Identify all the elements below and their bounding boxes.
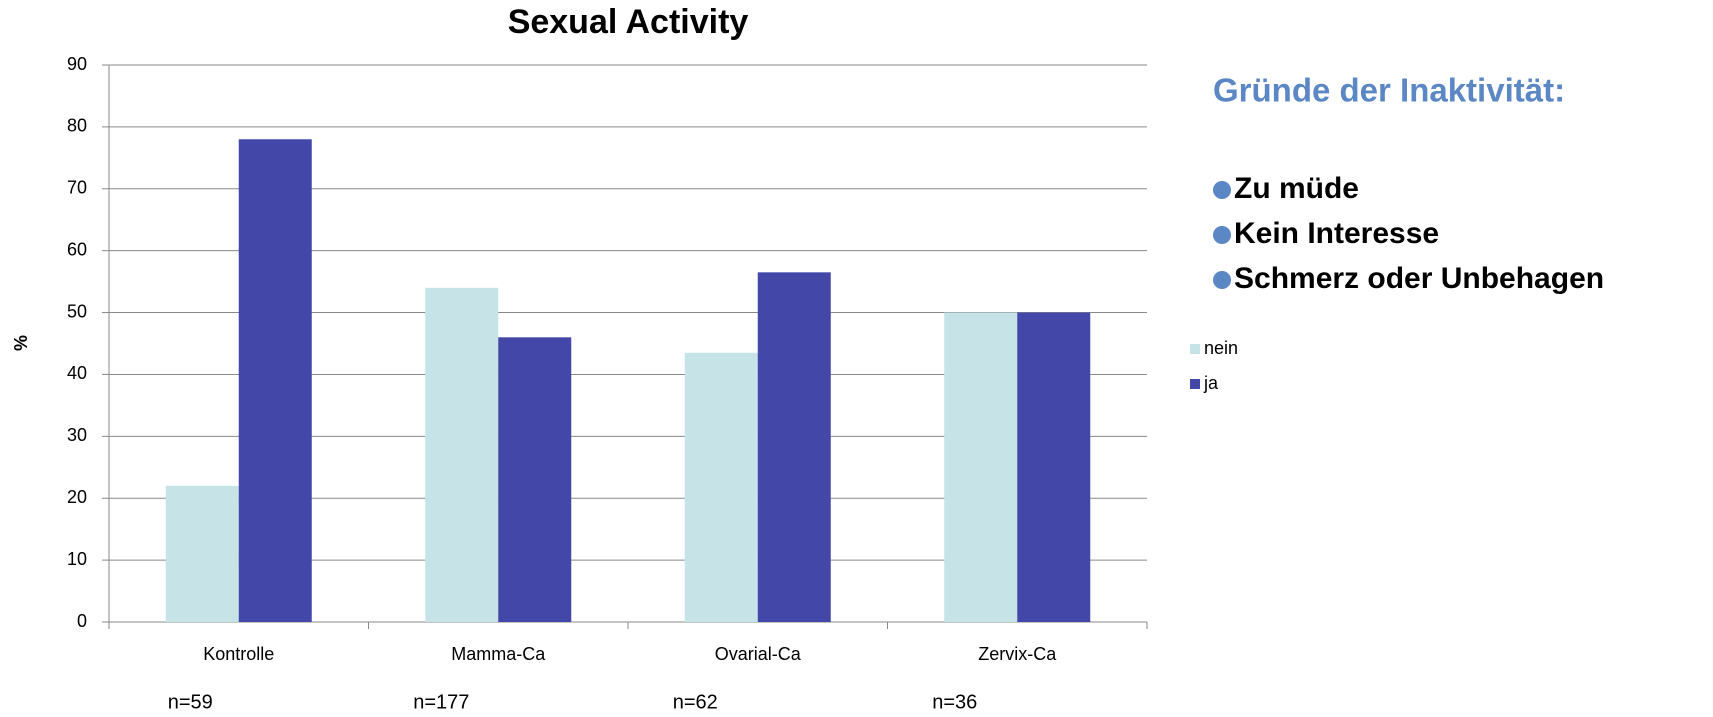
y-tick-label: 0 — [77, 611, 87, 631]
legend-swatch — [1190, 379, 1200, 389]
y-tick-label: 40 — [67, 363, 87, 383]
legend-label: nein — [1204, 338, 1238, 358]
y-tick-label: 60 — [67, 239, 87, 259]
chart-title: Sexual Activity — [508, 3, 749, 41]
bullet — [1213, 271, 1231, 289]
bar — [238, 139, 312, 622]
x-tick-label: Mamma-Ca — [451, 644, 546, 664]
bar — [757, 272, 831, 622]
sidebar-item: Schmerz oder Unbehagen — [1234, 262, 1604, 295]
legend-swatch — [1190, 344, 1200, 354]
sample-size: n=59 — [168, 691, 213, 713]
bar — [944, 312, 1018, 622]
sidebar-title: Gründe der Inaktivität: — [1213, 72, 1565, 109]
sample-size: n=62 — [673, 691, 718, 713]
bar — [684, 352, 758, 622]
x-tick-label: Ovarial-Ca — [715, 644, 802, 664]
bullet — [1213, 181, 1231, 199]
sidebar-item: Zu müde — [1234, 172, 1359, 205]
sidebar-item: Kein Interesse — [1234, 217, 1439, 250]
y-tick-label: 80 — [67, 116, 87, 136]
bar — [165, 485, 239, 622]
y-tick-label: 20 — [67, 487, 87, 507]
y-tick-label: 10 — [67, 549, 87, 569]
y-axis-label: % — [11, 335, 31, 351]
legend-label: ja — [1203, 373, 1219, 393]
y-tick-label: 90 — [67, 54, 87, 74]
sample-size: n=177 — [413, 691, 469, 713]
x-tick-label: Kontrolle — [203, 644, 274, 664]
bullet — [1213, 226, 1231, 244]
sample-size: n=36 — [932, 691, 977, 713]
y-tick-label: 30 — [67, 425, 87, 445]
y-tick-label: 70 — [67, 178, 87, 198]
bar — [1017, 312, 1091, 622]
y-tick-label: 50 — [67, 301, 87, 321]
x-tick-label: Zervix-Ca — [978, 644, 1057, 664]
bar — [498, 337, 572, 622]
bar — [425, 287, 499, 622]
